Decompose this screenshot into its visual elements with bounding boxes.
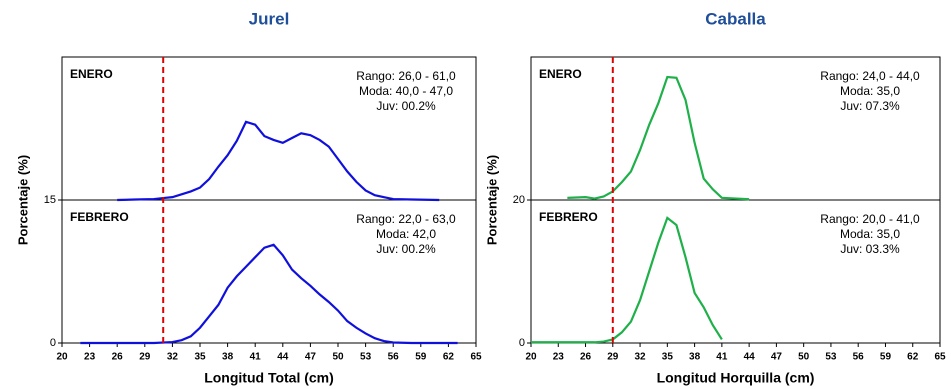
x-tick-label: 56 <box>853 352 865 363</box>
panel-label: FEBRERO <box>70 210 129 224</box>
x-tick-label: 44 <box>277 352 289 363</box>
x-tick-label: 65 <box>470 352 482 363</box>
data-line <box>80 243 458 345</box>
x-tick-label: 59 <box>415 352 427 363</box>
x-tick-label: 56 <box>388 352 400 363</box>
x-tick-label: 29 <box>607 352 619 363</box>
x-tick-label: 23 <box>84 352 96 363</box>
x-tick-label: 35 <box>194 352 206 363</box>
x-tick-label: 26 <box>112 352 124 363</box>
x-tick-label: 20 <box>525 352 537 363</box>
data-line <box>117 120 440 202</box>
x-tick-label: 41 <box>250 352 262 363</box>
x-tick-label: 20 <box>56 352 68 363</box>
y-tick-label: 20 <box>513 194 525 206</box>
x-tick-label: 47 <box>771 352 783 363</box>
data-line <box>567 75 750 201</box>
chart-title: Jurel <box>249 9 290 28</box>
panel-annotation: Rango: 24,0 - 44,0 <box>820 69 920 83</box>
chart-title: Caballa <box>705 9 766 28</box>
x-tick-label: 38 <box>222 352 234 363</box>
panel-annotation: Rango: 22,0 - 63,0 <box>356 212 456 226</box>
x-tick-label: 62 <box>907 352 919 363</box>
panel-annotation: Moda: 35,0 <box>840 84 900 98</box>
y-tick-label: 0 <box>50 337 56 349</box>
y-tick-label: 0 <box>519 337 525 349</box>
x-axis-label: Longitud Total (cm) <box>204 370 334 386</box>
x-tick-label: 44 <box>744 352 756 363</box>
x-tick-label: 59 <box>880 352 892 363</box>
panel-annotation: Rango: 20,0 - 41,0 <box>820 212 920 226</box>
y-tick-label: 15 <box>44 194 56 206</box>
panel-annotation: Juv: 03.3% <box>840 242 900 256</box>
x-tick-label: 50 <box>798 352 810 363</box>
x-tick-label: 53 <box>825 352 837 363</box>
x-axis-label: Longitud Horquilla (cm) <box>657 370 815 386</box>
panel-annotation: Moda: 42,0 <box>376 227 436 241</box>
x-tick-label: 23 <box>553 352 565 363</box>
panel-label: ENERO <box>539 67 582 81</box>
panel-annotation: Moda: 35,0 <box>840 227 900 241</box>
panel-annotation: Juv: 00.2% <box>376 99 436 113</box>
x-tick-label: 53 <box>360 352 372 363</box>
x-tick-label: 38 <box>689 352 701 363</box>
x-tick-label: 65 <box>934 352 946 363</box>
x-tick-label: 50 <box>332 352 344 363</box>
y-axis-label: Porcentaje (%) <box>484 155 499 245</box>
x-tick-label: 35 <box>662 352 674 363</box>
panel-annotation: Juv: 07.3% <box>840 99 900 113</box>
y-axis-label: Porcentaje (%) <box>15 155 30 245</box>
x-tick-label: 62 <box>443 352 455 363</box>
panel-label: FEBRERO <box>539 210 598 224</box>
panel-annotation: Moda: 40,0 - 47,0 <box>359 84 453 98</box>
x-tick-label: 32 <box>635 352 647 363</box>
data-line <box>531 216 723 344</box>
x-tick-label: 47 <box>305 352 317 363</box>
panel-annotation: Rango: 26,0 - 61,0 <box>356 69 456 83</box>
x-tick-label: 32 <box>167 352 179 363</box>
panel-label: ENERO <box>70 67 113 81</box>
x-tick-label: 26 <box>580 352 592 363</box>
x-tick-label: 41 <box>716 352 728 363</box>
x-tick-label: 29 <box>139 352 151 363</box>
panel-annotation: Juv: 00.2% <box>376 242 436 256</box>
